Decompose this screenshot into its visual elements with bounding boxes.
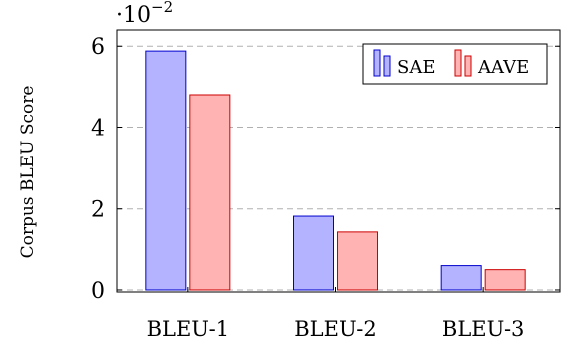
legend-swatch-sae-1 bbox=[373, 49, 381, 77]
legend-item-aave: AAVE bbox=[454, 49, 529, 78]
bar-aave-bleu-2 bbox=[337, 231, 378, 291]
legend-swatch-sae-2 bbox=[383, 55, 391, 77]
y-tick-label-6: 6 bbox=[91, 35, 105, 60]
y-scale-exponent: −2 bbox=[151, 0, 173, 16]
plot-frame bbox=[116, 29, 561, 293]
legend-item-sae: SAE bbox=[373, 49, 435, 78]
y-tick-label-0: 0 bbox=[91, 279, 105, 304]
x-tick-label-bleu-2: BLEU-2 bbox=[294, 317, 377, 341]
y-tick-label-4: 4 bbox=[91, 116, 105, 141]
legend-swatch-aave-1 bbox=[454, 49, 462, 77]
bar-aave-bleu-1 bbox=[189, 94, 231, 291]
legend-label-aave: AAVE bbox=[477, 57, 529, 78]
legend-swatch-aave-2 bbox=[464, 55, 472, 77]
bar-sae-bleu-1 bbox=[145, 50, 187, 291]
y-axis-label: Corpus BLEU Score bbox=[18, 86, 38, 259]
legend: SAE AAVE bbox=[362, 43, 548, 85]
bar-aave-bleu-3 bbox=[484, 269, 526, 291]
bar-sae-bleu-2 bbox=[293, 215, 334, 291]
x-axis-ticks: BLEU-1 BLEU-2 BLEU-3 bbox=[147, 287, 525, 341]
x-tick-label-bleu-1: BLEU-1 bbox=[147, 317, 230, 341]
y-tick-label-2: 2 bbox=[91, 198, 105, 223]
x-tick-label-bleu-3: BLEU-3 bbox=[442, 317, 525, 341]
bars bbox=[145, 50, 526, 291]
y-scale-label: ·10−2 bbox=[116, 0, 173, 28]
y-axis-ticks: 0 2 4 6 bbox=[91, 35, 560, 304]
bar-sae-bleu-3 bbox=[440, 265, 482, 291]
legend-label-sae: SAE bbox=[397, 57, 435, 78]
